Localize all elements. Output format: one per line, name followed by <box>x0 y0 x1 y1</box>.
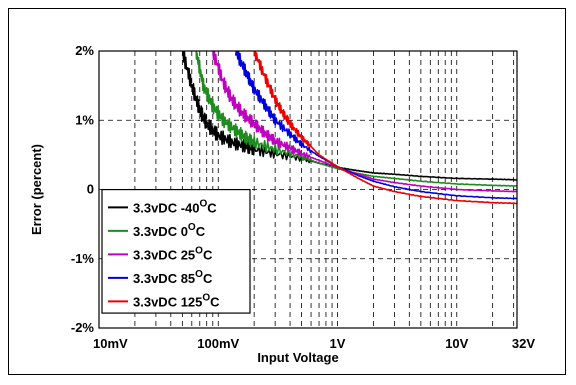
x-tick-label: 32V <box>512 336 535 351</box>
chart-frame: 10mV 100mV 1V 10V 32V 2% 1% 0 -1% -2% Input Volta… <box>8 8 566 375</box>
y-tick-label: 2% <box>75 43 94 58</box>
x-tick-label: 10V <box>445 336 468 351</box>
x-tick-label: 1V <box>330 336 346 351</box>
series-lines <box>182 51 517 205</box>
legend-entry: 3.3vDC 85OC <box>133 269 213 286</box>
legend-entry: 3.3vDC 0OC <box>133 222 206 239</box>
series-line <box>253 51 517 205</box>
legend-box <box>101 188 251 314</box>
y-tick-label: 0 <box>87 182 94 197</box>
error-vs-voltage-chart: 10mV 100mV 1V 10V 32V 2% 1% 0 -1% -2% Input Volta… <box>29 43 535 365</box>
y-tick-label: -1% <box>71 251 95 266</box>
y-tick-label: 1% <box>75 112 94 127</box>
y-axis-label: Error (percent) <box>29 144 44 235</box>
y-tick-label: -2% <box>71 320 95 335</box>
legend-entry: 3.3vDC 25OC <box>133 245 213 262</box>
tick-labels: 10mV 100mV 1V 10V 32V 2% 1% 0 -1% -2% <box>71 43 535 351</box>
legend-entry: 3.3vDC -40OC <box>133 198 217 215</box>
x-axis-label: Input Voltage <box>257 350 338 365</box>
legend-entry: 3.3vDC 125OC <box>133 292 220 309</box>
x-tick-label: 10mV <box>93 336 128 351</box>
x-tick-label: 100mV <box>197 336 239 351</box>
plot-area <box>98 50 518 329</box>
legend: 3.3vDC -40OC 3.3vDC 0OC 3.3vDC 25OC 3.3vDC … <box>101 188 251 314</box>
series-line <box>182 51 517 181</box>
series-line <box>212 51 517 193</box>
